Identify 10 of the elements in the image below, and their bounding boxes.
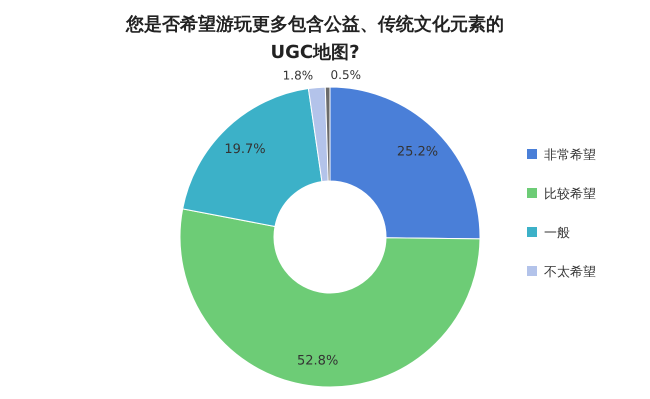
legend-label: 比较希望 — [544, 187, 596, 202]
data-label: 1.8% — [282, 68, 314, 83]
legend-label: 非常希望 — [544, 148, 596, 163]
data-label: 0.5% — [330, 68, 362, 82]
data-label: 52.8% — [297, 353, 338, 368]
legend-label: 不太希望 — [544, 265, 596, 280]
chart-title: 您是否希望游玩更多包含公益、传统文化元素的UGC地图? — [125, 14, 504, 63]
data-label: 19.7% — [224, 142, 266, 158]
data-label: 25.2% — [396, 144, 438, 160]
legend-label: 一般 — [544, 226, 570, 241]
